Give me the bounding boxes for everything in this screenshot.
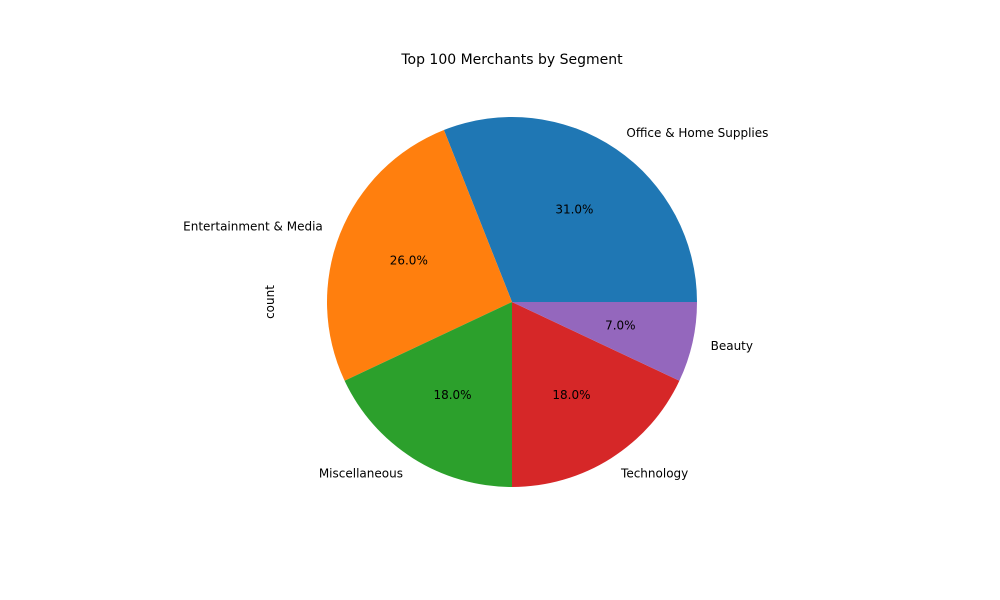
- pie-slice-technology: [512, 302, 680, 487]
- pie-slice-office-home-supplies: [443, 116, 697, 302]
- slice-percent-office-home-supplies: 31.0%: [555, 203, 593, 217]
- slice-label-entertainment-media: Entertainment & Media: [183, 220, 323, 234]
- pie-slice-entertainment-media: [327, 129, 512, 381]
- slice-percent-entertainment-media: 26.0%: [390, 254, 428, 268]
- slice-label-office-home-supplies: Office & Home Supplies: [626, 126, 768, 140]
- slice-percent-technology: 18.0%: [552, 388, 590, 402]
- slice-percent-beauty: 7.0%: [605, 319, 636, 333]
- pie-labels: Office & Home Supplies 31.0% Entertainment…: [183, 126, 768, 480]
- slice-percent-miscellaneous: 18.0%: [433, 388, 471, 402]
- y-axis-label: count: [263, 285, 277, 319]
- slice-label-technology: Technology: [620, 466, 688, 480]
- pie-slice-miscellaneous: [344, 302, 512, 487]
- pie-slices: [327, 116, 697, 487]
- chart-title: Top 100 Merchants by Segment: [400, 52, 623, 68]
- slice-label-miscellaneous: Miscellaneous: [319, 466, 403, 480]
- pie-slice-beauty: [512, 302, 697, 381]
- slice-label-beauty: Beauty: [711, 339, 753, 353]
